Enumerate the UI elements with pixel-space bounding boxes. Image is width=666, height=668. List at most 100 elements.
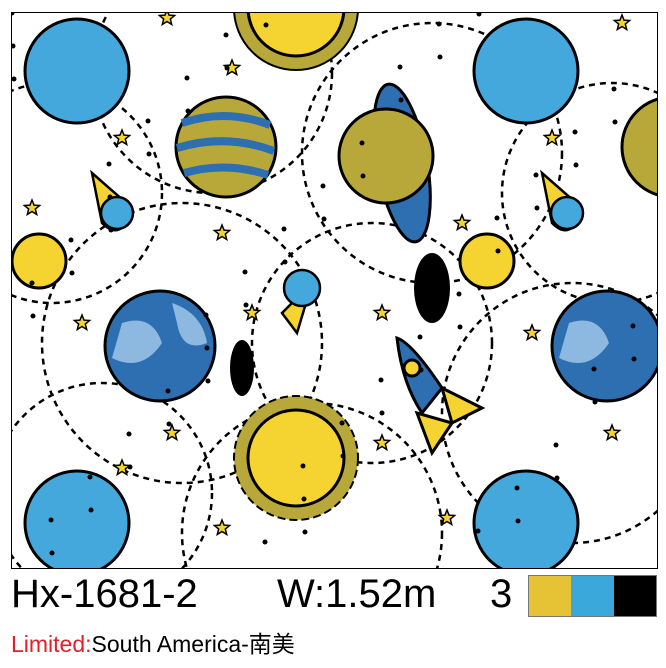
star-icon bbox=[212, 517, 232, 537]
star-icon bbox=[212, 222, 232, 242]
dot bbox=[320, 183, 326, 189]
star-icon bbox=[72, 312, 92, 332]
clouds bbox=[230, 253, 450, 396]
dot bbox=[165, 388, 171, 394]
dot bbox=[87, 474, 93, 480]
dot bbox=[417, 334, 423, 340]
dot bbox=[88, 507, 94, 513]
star-icon bbox=[372, 302, 392, 322]
dot bbox=[494, 215, 500, 221]
star-icon bbox=[437, 507, 457, 527]
dot bbox=[476, 13, 482, 17]
dot bbox=[281, 226, 287, 232]
dot bbox=[146, 151, 152, 157]
dot bbox=[553, 442, 559, 448]
dot bbox=[12, 76, 17, 82]
dot bbox=[203, 312, 209, 318]
dot bbox=[108, 227, 114, 233]
dot bbox=[456, 291, 462, 297]
dot bbox=[573, 162, 579, 168]
dot bbox=[29, 280, 35, 286]
star-icon bbox=[162, 422, 182, 442]
dot bbox=[378, 377, 384, 383]
dot bbox=[262, 539, 268, 545]
dot bbox=[534, 205, 540, 211]
dot bbox=[321, 216, 327, 222]
star-icon bbox=[542, 127, 562, 147]
dot bbox=[243, 302, 249, 308]
striped-planet bbox=[174, 95, 657, 199]
dot bbox=[533, 172, 539, 178]
dot bbox=[436, 21, 442, 27]
star-icon bbox=[242, 302, 262, 322]
dot bbox=[397, 64, 403, 70]
dot bbox=[69, 270, 75, 276]
dot bbox=[223, 32, 229, 38]
dot bbox=[204, 345, 210, 351]
color-count: 3 bbox=[490, 572, 513, 616]
dot bbox=[300, 463, 306, 469]
dot bbox=[68, 237, 74, 243]
dot bbox=[495, 248, 501, 254]
dot bbox=[612, 119, 618, 125]
dot bbox=[457, 324, 463, 330]
dot bbox=[106, 161, 112, 167]
dot bbox=[12, 43, 16, 49]
dot bbox=[301, 496, 307, 502]
dot bbox=[184, 75, 190, 81]
orbit-lines bbox=[12, 13, 657, 568]
swatch-black bbox=[613, 576, 656, 616]
dot bbox=[339, 420, 345, 426]
dots bbox=[12, 13, 637, 556]
dot bbox=[631, 356, 637, 362]
fabric-pattern-image bbox=[11, 12, 658, 569]
star-icon bbox=[22, 197, 42, 217]
dot bbox=[591, 366, 597, 372]
dot bbox=[592, 399, 598, 405]
dot bbox=[398, 97, 404, 103]
comets bbox=[90, 169, 585, 336]
star-icon bbox=[112, 127, 132, 147]
dot bbox=[475, 528, 481, 534]
star-icon bbox=[222, 57, 242, 77]
dot bbox=[340, 453, 346, 459]
dot bbox=[127, 464, 133, 470]
dot bbox=[185, 108, 191, 114]
space-pattern-illustration bbox=[12, 13, 657, 568]
dot bbox=[48, 517, 54, 523]
dot bbox=[360, 173, 366, 179]
dot bbox=[263, 22, 269, 28]
dot bbox=[12, 13, 15, 16]
earth-planets bbox=[103, 289, 657, 403]
dot bbox=[282, 259, 288, 265]
dot bbox=[514, 485, 520, 491]
dot bbox=[515, 518, 521, 524]
dot bbox=[49, 550, 55, 556]
dot bbox=[166, 421, 172, 427]
dot bbox=[205, 378, 211, 384]
star-icon bbox=[452, 212, 472, 232]
color-swatches bbox=[528, 575, 657, 617]
swatch-yellow bbox=[529, 576, 572, 616]
swatch-blue bbox=[571, 576, 614, 616]
dot bbox=[107, 194, 113, 200]
dot bbox=[242, 269, 248, 275]
star-icon bbox=[372, 432, 392, 452]
star-icon bbox=[522, 322, 542, 342]
star-icon bbox=[112, 457, 132, 477]
blue-moons bbox=[23, 17, 580, 568]
star-icon bbox=[612, 13, 632, 32]
dot bbox=[554, 475, 560, 481]
limited-region-text: South America-南美 bbox=[91, 631, 295, 657]
yellow-moons bbox=[12, 232, 516, 290]
ringed-planet bbox=[337, 82, 435, 244]
sun bbox=[233, 13, 359, 521]
dot bbox=[126, 431, 132, 437]
star-icon bbox=[157, 13, 177, 27]
dot bbox=[30, 313, 36, 319]
limited-label: Limited: bbox=[11, 631, 92, 657]
stars bbox=[22, 13, 632, 537]
dot bbox=[437, 54, 443, 60]
dot bbox=[224, 65, 230, 71]
dot bbox=[611, 86, 617, 92]
